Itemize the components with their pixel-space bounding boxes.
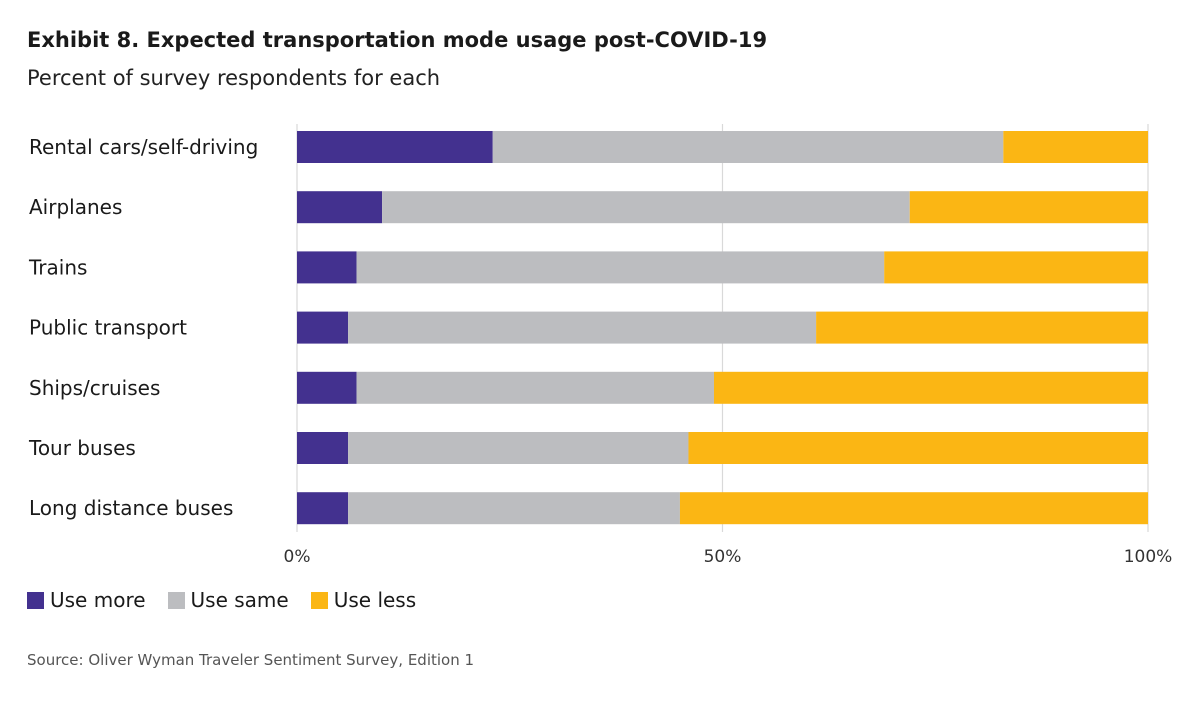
bar-segment <box>356 251 885 284</box>
bar-segment <box>816 311 1148 344</box>
bar-segment <box>297 492 349 525</box>
bar-segment <box>297 371 357 404</box>
bar-segment <box>348 311 817 344</box>
category-label: Ships/cruises <box>29 376 160 400</box>
stacked-bar-chart: 0% 50% 100% Rental cars/self-driving Airplan… <box>28 124 1173 567</box>
legend-item-use-more: Use more <box>27 588 146 612</box>
category-label: Long distance buses <box>29 496 233 520</box>
bar-segment <box>909 191 1148 224</box>
legend-label-use-same: Use same <box>190 588 289 612</box>
legend-item-use-same: Use same <box>167 588 289 612</box>
category-label: Trains <box>28 255 87 279</box>
category-label: Tour buses <box>28 436 136 460</box>
bar-segment <box>297 311 349 344</box>
x-tick-label: 100% <box>1124 547 1173 567</box>
bar-segment <box>297 432 349 464</box>
legend-item-use-less: Use less <box>310 588 417 612</box>
chart-title: Exhibit 8. Expected transportation mode … <box>27 28 768 52</box>
legend-swatch-use-less <box>310 591 328 609</box>
bar-segment <box>1003 131 1148 163</box>
x-tick-label: 50% <box>704 547 742 567</box>
legend-label-use-less: Use less <box>333 588 417 612</box>
category-label: Public transport <box>29 316 187 340</box>
bar-segment <box>297 191 383 224</box>
bar-segment <box>297 251 357 284</box>
bar-segment <box>348 432 689 464</box>
bar-segment <box>884 251 1148 284</box>
legend-label-use-more: Use more <box>50 588 146 612</box>
bar-segment <box>297 131 493 163</box>
bar-segment <box>688 432 1148 464</box>
bar-segment <box>382 191 910 224</box>
bar-segment <box>679 492 1148 525</box>
category-label: Airplanes <box>29 195 122 219</box>
bar-segment <box>492 131 1004 163</box>
bar-segment <box>356 371 714 404</box>
bar-segment <box>713 371 1148 404</box>
chart-subtitle: Percent of survey respondents for each <box>27 66 441 90</box>
category-label: Rental cars/self-driving <box>29 135 258 159</box>
source-note: Source: Oliver Wyman Traveler Sentiment … <box>27 651 475 669</box>
legend-swatch-use-same <box>167 591 185 609</box>
legend-swatch-use-more <box>27 591 44 609</box>
x-tick-label: 0% <box>284 547 311 567</box>
legend: Use more Use same Use less <box>27 588 438 612</box>
bar-segment <box>348 492 680 525</box>
